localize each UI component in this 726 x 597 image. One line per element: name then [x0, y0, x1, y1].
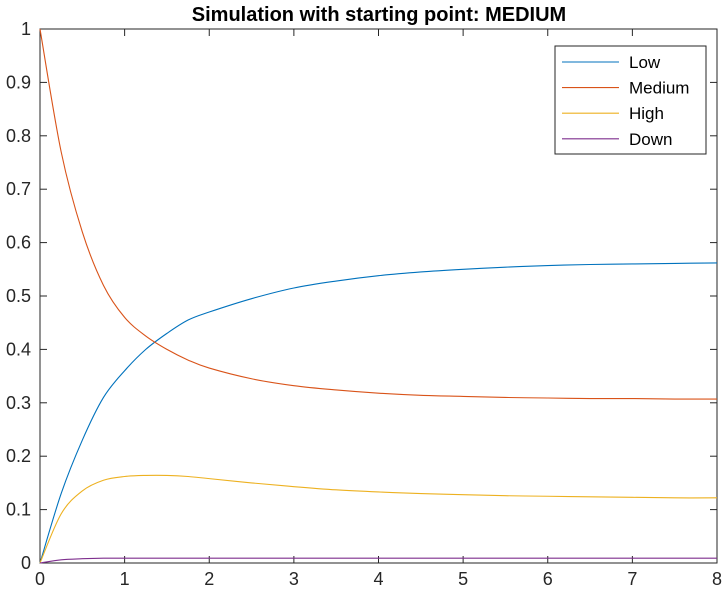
y-tick-label: 0.5: [6, 286, 31, 306]
x-tick-label: 8: [712, 569, 722, 589]
x-tick-label: 5: [458, 569, 468, 589]
x-tick-label: 0: [35, 569, 45, 589]
x-tick-label: 3: [289, 569, 299, 589]
legend: Low Medium High Down: [554, 45, 707, 155]
y-tick-label: 0.2: [6, 446, 31, 466]
x-tick-label: 2: [204, 569, 214, 589]
series-line-down: [39, 557, 717, 564]
series-line-high: [39, 474, 718, 564]
ticks: 0 1 2 3 4 5 6 7 8 0 0.1 0.2 0.3 0.4 0.5 0.6 0.7 0.8 0.9 1: [6, 19, 722, 589]
y-tick-label: 0.9: [6, 72, 31, 92]
y-tick-label: 0.3: [6, 393, 31, 413]
legend-box: [554, 45, 707, 155]
x-tick-label: 6: [543, 569, 553, 589]
legend-label-down: Down: [629, 130, 672, 149]
legend-label-low: Low: [629, 53, 661, 72]
legend-label-high: High: [629, 104, 664, 123]
x-tick-label: 4: [373, 569, 383, 589]
legend-label-medium: Medium: [629, 79, 689, 98]
chart-title: Simulation with starting point: MEDIUM: [192, 4, 566, 26]
series-lines: [39, 28, 718, 564]
y-tick-label: 0.8: [6, 126, 31, 146]
x-tick-label: 7: [627, 569, 637, 589]
y-tick-label: 0.6: [6, 233, 31, 253]
y-tick-label: 0: [21, 553, 31, 573]
y-tick-label: 0.4: [6, 339, 31, 359]
series-line-low: [39, 262, 718, 564]
x-tick-label: 1: [120, 569, 130, 589]
y-tick-label: 1: [21, 19, 31, 39]
y-tick-label: 0.7: [6, 179, 31, 199]
series-line-medium: [39, 28, 718, 400]
y-tick-label: 0.1: [6, 500, 31, 520]
